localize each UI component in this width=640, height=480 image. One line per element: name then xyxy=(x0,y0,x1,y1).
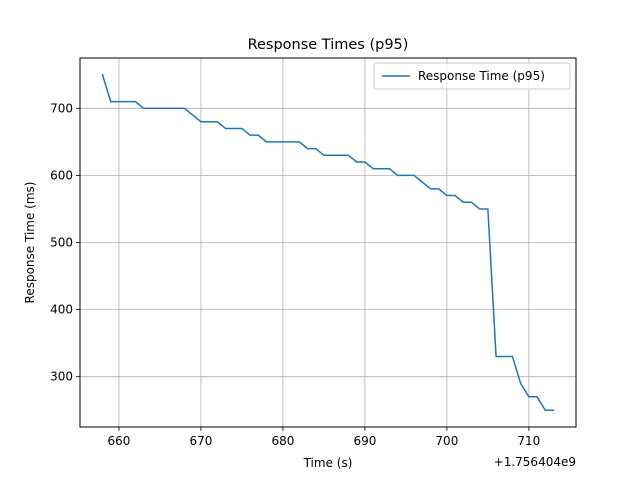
y-tick-label: 300 xyxy=(50,370,73,384)
legend-box xyxy=(373,62,571,90)
legend-label: Response Time (p95) xyxy=(418,69,545,83)
chart-title: Response Times (p95) xyxy=(248,37,409,53)
x-axis-ticks: 660 670 680 690 700 710 xyxy=(107,427,540,448)
y-tick-label: 400 xyxy=(50,303,73,317)
y-tick-label: 500 xyxy=(50,236,73,250)
x-tick-label: 680 xyxy=(271,434,294,448)
y-tick-label: 700 xyxy=(50,101,73,115)
series-line xyxy=(101,73,555,411)
legend: Response Time (p95) xyxy=(373,62,571,90)
x-axis-offset-label: +1.756404e9 xyxy=(494,455,576,469)
x-axis-title: Time (s) xyxy=(303,456,353,470)
grid-lines xyxy=(80,58,576,427)
x-tick-label: 670 xyxy=(189,434,212,448)
series-layer xyxy=(101,73,555,411)
y-axis-ticks: 300 400 500 600 700 xyxy=(50,101,80,384)
x-tick-label: 690 xyxy=(353,434,376,448)
x-tick-label: 700 xyxy=(435,434,458,448)
x-tick-label: 660 xyxy=(107,434,130,448)
x-tick-label: 710 xyxy=(517,434,540,448)
y-tick-label: 600 xyxy=(50,168,73,182)
y-axis-title: Response Time (ms) xyxy=(23,182,37,304)
